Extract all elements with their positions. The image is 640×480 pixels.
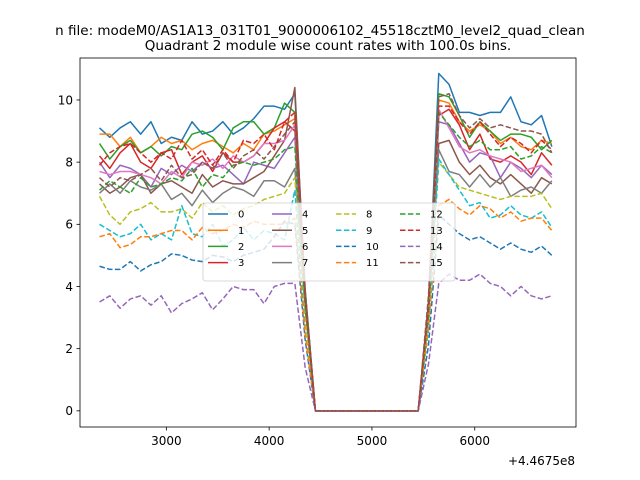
- series-line-12: [99, 111, 553, 412]
- chart-title: Quadrant 2 module wise count rates with …: [145, 38, 511, 54]
- x-tick-label: 3000: [151, 434, 182, 448]
- y-tick-label: 6: [65, 218, 73, 232]
- y-tick-label: 10: [58, 93, 73, 107]
- x-tick-label: 5000: [357, 434, 388, 448]
- y-tick-label: 8: [65, 155, 73, 169]
- x-tick-label: 6000: [459, 434, 490, 448]
- legend-label: 14: [430, 242, 443, 253]
- series-line-15: [99, 93, 553, 412]
- plot-series-group: [98, 72, 553, 412]
- x-offset-label: +4.4675e8: [508, 454, 575, 468]
- legend-label: 10: [366, 242, 379, 253]
- legend-label: 5: [302, 226, 308, 237]
- legend-label: 3: [238, 258, 244, 269]
- legend-label: 4: [302, 210, 308, 221]
- series-line-13: [98, 105, 553, 412]
- legend-label: 7: [302, 258, 308, 269]
- y-tick-label: 4: [65, 280, 73, 294]
- figure-suptitle: n file: modeM0/AS1A13_031T01_9000006102_…: [55, 23, 585, 39]
- axes-frame: [79, 57, 577, 428]
- x-tick-label: 4000: [254, 434, 285, 448]
- legend-label: 11: [366, 258, 379, 269]
- legend-label: 1: [238, 226, 244, 237]
- y-tick-label: 2: [65, 342, 73, 356]
- legend-box: [202, 202, 456, 282]
- series-line-10: [99, 214, 553, 412]
- legend-label: 15: [430, 258, 443, 269]
- legend-label: 6: [302, 242, 308, 253]
- legend-label: 13: [430, 226, 443, 237]
- legend-label: 9: [366, 226, 372, 237]
- legend-label: 2: [238, 242, 244, 253]
- y-tick-label: 0: [65, 404, 73, 418]
- legend-label: 0: [238, 210, 244, 221]
- legend-label: 12: [430, 210, 443, 221]
- legend-label: 8: [366, 210, 372, 221]
